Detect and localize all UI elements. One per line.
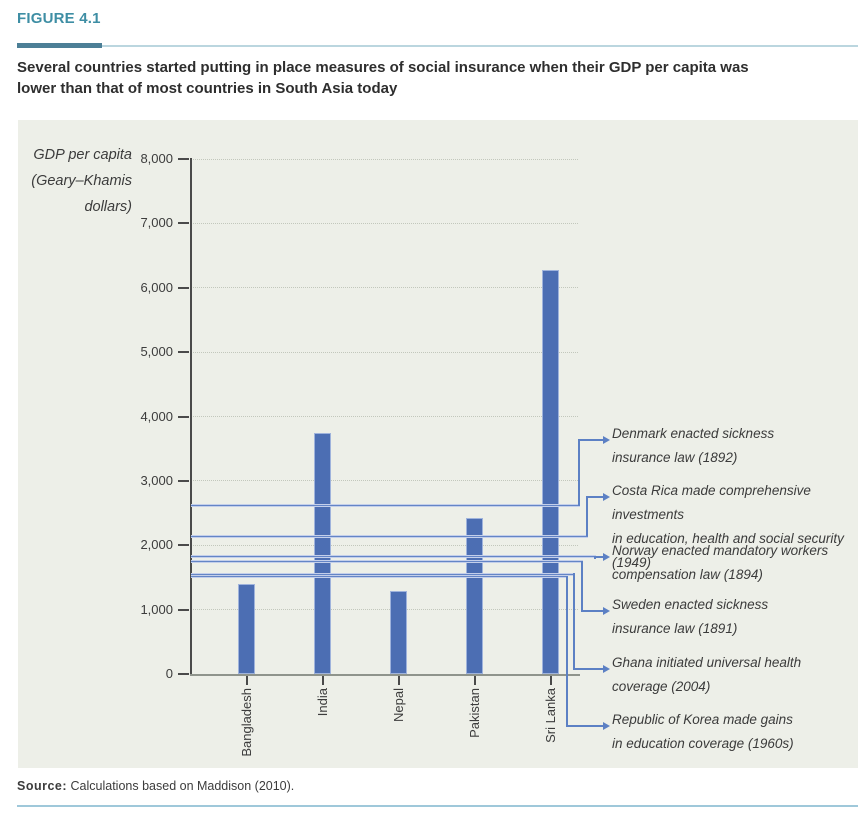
y-tick-mark [178,286,189,289]
y-tick-mark [178,544,189,547]
milestone-line [191,560,583,564]
milestone-line [191,575,568,579]
milestone-arrow-icon [603,553,610,561]
milestone-connector-vertical [581,560,583,611]
x-tick-mark [245,676,248,685]
milestone-connector-vertical [586,496,588,537]
milestone-connector-horizontal [586,496,603,498]
x-tick-mark [549,676,552,685]
y-tick-mark [178,673,189,675]
header-rule-dark-segment [17,43,102,48]
x-tick-mark [397,676,400,685]
y-tick-mark [178,608,189,611]
footer-rule [17,805,858,807]
y-tick-mark [178,415,189,418]
y-tick-label: 4,000 [140,408,173,424]
milestone-connector-horizontal [578,439,603,441]
milestone-arrow-icon [603,436,610,444]
y-tick-label: 1,000 [140,601,173,617]
h-gridline [191,544,578,546]
y-axis-line [190,158,192,675]
milestone-connector-horizontal [594,556,603,558]
y-axis-title: GDP per capita (Geary–Khamis dollars) [31,147,132,215]
milestone-annotation: Sweden enacted sickness insurance law (1… [612,597,769,636]
h-gridline [191,351,578,353]
h-gridline [191,287,578,289]
y-tick-label: 7,000 [140,215,173,231]
x-tick-mark [321,676,324,685]
y-tick-label: 0 [165,666,173,681]
figure-title: Several countries started putting in pla… [17,59,749,97]
h-gridline [191,480,578,482]
y-tick-label: 3,000 [140,472,173,488]
milestone-arrow-icon [603,607,610,615]
milestone-annotation: Republic of Korea made gains in educatio… [612,712,794,751]
bar-sri-lanka [542,270,559,674]
milestone-annotation: Norway enacted mandatory workers compens… [612,543,829,582]
bar-india [314,433,331,674]
y-tick-label: 6,000 [140,279,173,295]
chart-panel: GDP per capita (Geary–Khamis dollars) 0 1… [18,120,858,768]
source-note: Source: Calculations based on Maddison (… [17,779,294,793]
y-tick-mark [178,222,189,225]
y-tick-label: 8,000 [140,151,173,166]
milestone-connector-horizontal [581,610,603,612]
milestone-line [191,534,588,538]
milestone-arrow-icon [603,665,610,673]
h-gridline [191,158,578,160]
x-axis-label-bangladesh: Bangladesh [238,688,254,757]
milestone-arrow-icon [603,493,610,501]
h-gridline [191,416,578,417]
milestone-line [191,504,580,508]
y-tick-mark [178,158,189,160]
figure-number-label: FIGURE 4.1 [17,10,101,27]
source-text: Calculations based on Maddison (2010). [67,779,295,793]
milestone-connector-horizontal [566,725,603,727]
milestone-connector-vertical [566,575,568,726]
x-axis-line [190,674,580,676]
y-tick-mark [178,479,189,482]
bar-pakistan [466,518,483,674]
h-gridline [191,609,578,611]
bar-bangladesh [238,583,255,674]
bar-nepal [390,590,407,674]
milestone-line [191,555,596,559]
milestone-connector-vertical [578,439,580,506]
x-axis-label-nepal: Nepal [390,688,406,722]
y-tick-mark [178,351,189,354]
x-tick-mark [473,676,476,685]
milestone-arrow-icon [603,722,610,730]
source-prefix: Source: [17,779,68,793]
milestone-connector-vertical [573,573,575,669]
y-tick-label: 2,000 [140,537,173,553]
header-rule-light [17,45,858,47]
milestone-annotation: Costa Rica made comprehensive investment… [612,483,844,570]
x-axis-label-india: India [314,688,330,717]
y-tick-label: 5,000 [140,344,173,360]
milestone-annotation: Ghana initiated universal health coverag… [612,655,802,694]
x-axis-label-pakistan: Pakistan [466,688,482,738]
milestone-line [191,572,575,576]
h-gridline [191,222,578,224]
milestone-connector-horizontal [573,668,603,670]
x-axis-label-sri-lanka: Sri Lanka [542,688,558,743]
milestone-annotation: Denmark enacted sickness insurance law (… [612,426,775,465]
